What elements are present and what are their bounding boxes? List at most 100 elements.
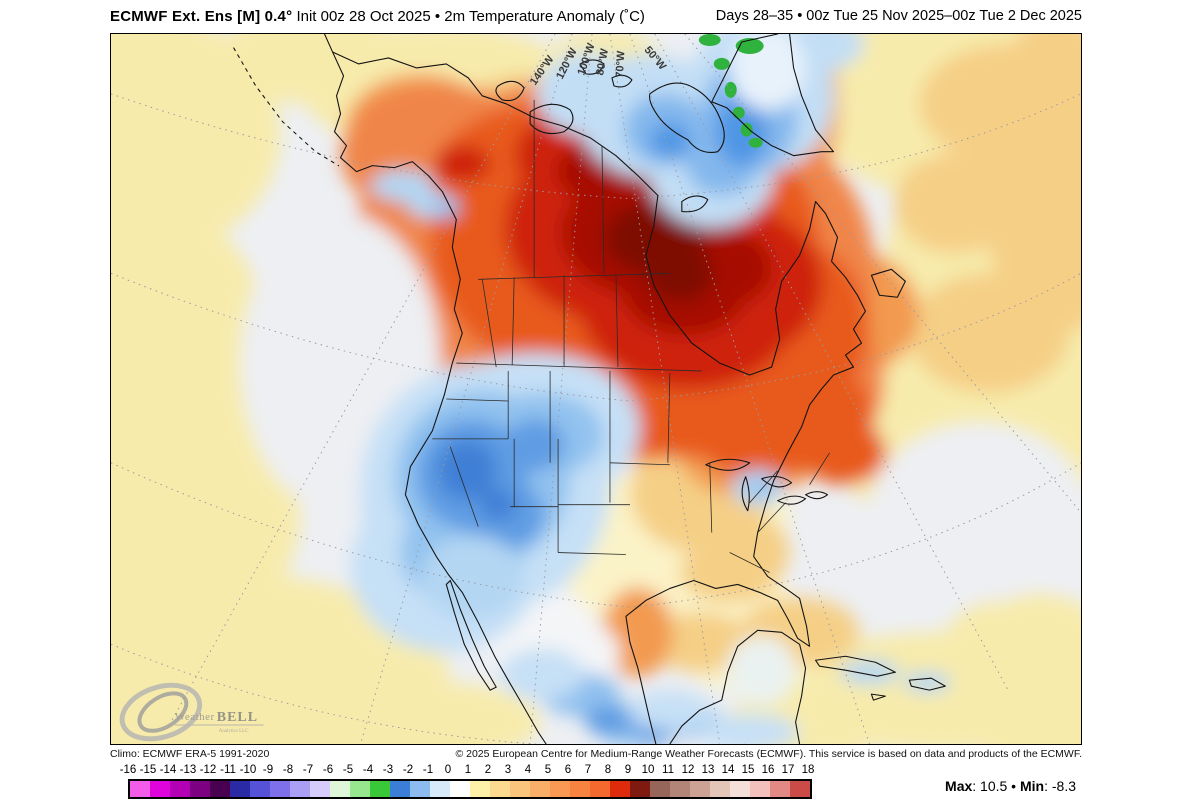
graticule-lines xyxy=(111,34,1081,744)
init-and-parameter: Init 00z 28 Oct 2025 • 2m Temperature An… xyxy=(292,7,645,25)
valid-period: Days 28–35 • 00z Tue 25 Nov 2025–00z Tue… xyxy=(715,8,1082,24)
colorbar-label: -3 xyxy=(382,764,394,776)
colorbar-label: 5 xyxy=(544,764,552,776)
colorbar-cell xyxy=(170,781,190,797)
logo-text-weather: Weather xyxy=(175,711,215,723)
colorbar-cell xyxy=(330,781,350,797)
colorbar-cell xyxy=(730,781,750,797)
coastlines xyxy=(233,34,946,744)
map-frame: 140°W 120°W 100°W 80°W 70°W 50°W Weather… xyxy=(110,33,1082,745)
colorbar-label: 6 xyxy=(564,764,572,776)
meridian-label-80w: 80°W xyxy=(594,47,611,76)
colorbar-label: -9 xyxy=(262,764,274,776)
colorbar-cell xyxy=(470,781,490,797)
copyright-note: © 2025 European Centre for Medium-Range … xyxy=(455,748,1082,760)
colorbar-label: -4 xyxy=(362,764,374,776)
state-province-borders xyxy=(432,99,830,573)
colorbar-label: -8 xyxy=(282,764,294,776)
header: ECMWF Ext. Ens [M] 0.4° Init 00z 28 Oct … xyxy=(110,0,1082,32)
colorbar-cell xyxy=(390,781,410,797)
colorbar-cell xyxy=(270,781,290,797)
colorbar-cell xyxy=(210,781,230,797)
colorbar-section: -16 -15 -14 -13 -12 -11 -10 -9 -8 -7 -6 -5 -4 -3 -2 -1 0… xyxy=(110,764,1082,804)
colorbar-cell xyxy=(150,781,170,797)
colorbar-label: -6 xyxy=(322,764,334,776)
colorbar-cell xyxy=(430,781,450,797)
min-label: Min xyxy=(1019,778,1045,794)
maxmin-separator: • xyxy=(1007,778,1020,794)
colorbar-cell xyxy=(530,781,550,797)
colorbar-label: 2 xyxy=(484,764,492,776)
colorbar-label: -11 xyxy=(220,764,236,776)
colorbar-label: -13 xyxy=(179,764,197,776)
colorbar-cell xyxy=(690,781,710,797)
colorbar-label: -5 xyxy=(342,764,354,776)
colorbar-cell xyxy=(570,781,590,797)
colorbar-cell xyxy=(670,781,690,797)
colorbar-cell xyxy=(510,781,530,797)
min-colon: : xyxy=(1044,778,1052,794)
colorbar-label: 16 xyxy=(761,764,775,776)
max-min-readout: Max: 10.5 • Min: -8.3 xyxy=(945,778,1076,794)
colorbar-cell xyxy=(190,781,210,797)
colorbar-cell xyxy=(770,781,790,797)
colorbar-label: 1 xyxy=(464,764,472,776)
colorbar-label: -12 xyxy=(199,764,217,776)
colorbar-label: 10 xyxy=(641,764,655,776)
colorbar-cell xyxy=(310,781,330,797)
colorbar-label: 9 xyxy=(624,764,632,776)
colorbar-label: 15 xyxy=(741,764,755,776)
logo-swirl-inner xyxy=(137,691,189,733)
colorbar-label: -15 xyxy=(139,764,157,776)
climo-note: Climo: ECMWF ERA-5 1991-2020 xyxy=(110,748,270,760)
colorbar-cell xyxy=(750,781,770,797)
logo-text-analytics: Analytics LLC xyxy=(219,729,249,734)
page-title: ECMWF Ext. Ens [M] 0.4° Init 00z 28 Oct … xyxy=(110,8,645,25)
colorbar-label: 7 xyxy=(584,764,592,776)
colorbar-label: -7 xyxy=(302,764,314,776)
logo-text-bell: BELL xyxy=(217,710,258,725)
colorbar-label: -2 xyxy=(402,764,414,776)
colorbar-label: 11 xyxy=(662,764,674,776)
anomaly-map: 140°W 120°W 100°W 80°W 70°W 50°W Weather… xyxy=(111,34,1081,744)
colorbar-cells xyxy=(128,779,812,799)
colorbar-cell xyxy=(710,781,730,797)
colorbar-label: 8 xyxy=(604,764,612,776)
model-name: ECMWF Ext. Ens [M] 0.4° xyxy=(110,7,293,25)
attribution-bar: Climo: ECMWF ERA-5 1991-2020 © 2025 Euro… xyxy=(110,746,1082,762)
colorbar-label: 4 xyxy=(524,764,532,776)
colorbar-cell xyxy=(630,781,650,797)
max-value: 10.5 xyxy=(980,778,1008,794)
min-value: -8.3 xyxy=(1051,778,1076,794)
weatherbell-logo: Weather BELL Analytics LLC xyxy=(119,682,264,742)
max-label: Max xyxy=(945,778,973,794)
colorbar-cell xyxy=(450,781,470,797)
colorbar-labels: -16 -15 -14 -13 -12 -11 -10 -9 -8 -7 -6 -5 -4 -3 -2 -1 0… xyxy=(120,764,815,778)
meridian-label-70w: 70°W xyxy=(614,50,627,78)
colorbar-label: 13 xyxy=(701,764,715,776)
colorbar-label: -1 xyxy=(422,764,434,776)
colorbar-cell xyxy=(350,781,370,797)
colorbar-label: -10 xyxy=(239,764,257,776)
colorbar-label: 3 xyxy=(504,764,512,776)
logo-swirl-outer xyxy=(119,682,203,742)
colorbar-label: 12 xyxy=(681,764,695,776)
colorbar-cell xyxy=(610,781,630,797)
colorbar-cell xyxy=(590,781,610,797)
colorbar-cell xyxy=(370,781,390,797)
colorbar-cell xyxy=(410,781,430,797)
colorbar-cell xyxy=(790,781,810,797)
colorbar-cell xyxy=(250,781,270,797)
colorbar-cell xyxy=(290,781,310,797)
colorbar-label: -14 xyxy=(159,764,177,776)
colorbar-label: 17 xyxy=(781,764,795,776)
colorbar-cell xyxy=(130,781,150,797)
colorbar-label: 0 xyxy=(444,764,452,776)
anomaly-color-field xyxy=(111,34,1081,744)
colorbar-cell xyxy=(550,781,570,797)
colorbar-label: -16 xyxy=(119,764,137,776)
colorbar-label: 14 xyxy=(721,764,735,776)
max-colon: : xyxy=(972,778,981,794)
colorbar-cell xyxy=(490,781,510,797)
